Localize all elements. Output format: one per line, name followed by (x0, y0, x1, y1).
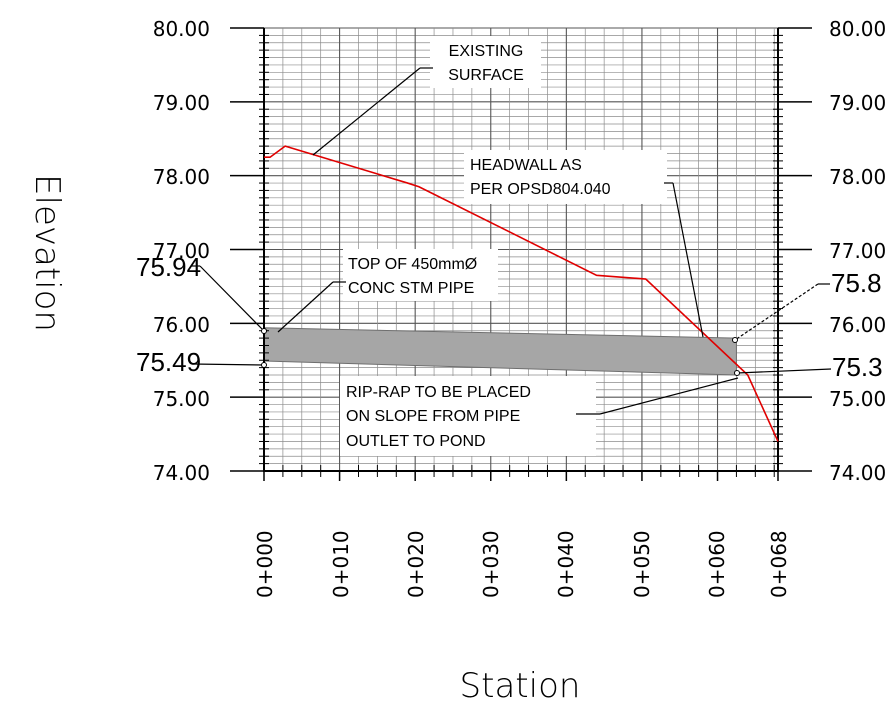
elev-tick-label: 75.00 (153, 387, 210, 411)
leader-line (736, 368, 832, 374)
elev-tick-label: 76.00 (153, 313, 210, 337)
elev-tick-label-right: 75.00 (829, 387, 886, 411)
station-tick-label: 0+010 (329, 530, 353, 598)
elev-tick-label-right: 74.00 (829, 461, 886, 485)
right-elevation-axis: 80.00 79.00 78.00 77.00 76.00 75.00 74.0… (829, 17, 886, 485)
pipe-bottom-elev-right: 75.3 (832, 352, 883, 382)
pipe-bottom-elev-left: 75.49 (136, 347, 201, 377)
leader-marker (261, 362, 267, 368)
elev-tick-label-right: 79.00 (829, 91, 886, 115)
callout-text: PER OPSD804.040 (470, 181, 611, 198)
rip-rap-callout: RIP-RAP TO BE PLACED ON SLOPE FROM PIPE … (340, 376, 739, 456)
pipe-top-elev-right: 75.8 (831, 268, 882, 298)
elev-tick-label-right: 80.00 (829, 17, 886, 41)
leader-line (734, 283, 819, 341)
leader-line (277, 281, 334, 333)
leader-marker (734, 370, 740, 376)
elev-tick-label: 80.00 (153, 17, 210, 41)
callout-text: HEADWALL AS (470, 157, 582, 174)
elev-tick-label: 78.00 (153, 165, 210, 189)
callout-text: TOP OF 450mmØ (348, 256, 477, 273)
callout-box (340, 376, 596, 456)
elev-tick-label: 74.00 (153, 461, 210, 485)
elev-tick-label-right: 76.00 (829, 313, 886, 337)
station-tick-label: 0+050 (630, 530, 654, 598)
callout-text: EXISTING (449, 43, 524, 60)
station-axis: 0+000 0+010 0+020 0+030 0+040 0+050 0+06… (253, 530, 791, 598)
callout-text: ON SLOPE FROM PIPE (346, 408, 520, 425)
elev-tick-label: 77.00 (153, 239, 210, 263)
station-tick-label: 0+020 (404, 530, 428, 598)
leader-line (191, 363, 265, 366)
station-tick-label: 0+060 (705, 530, 729, 598)
headwall-callout: HEADWALL AS PER OPSD804.040 (464, 150, 704, 338)
callout-box (430, 36, 541, 88)
leader-line (599, 377, 739, 415)
pipe-top-elev-left: 75.94 (136, 252, 201, 282)
leader-marker (261, 328, 267, 334)
elev-tick-label-right: 78.00 (829, 165, 886, 189)
station-tick-label: 0+000 (253, 530, 277, 598)
callout-text: OUTLET TO POND (346, 433, 486, 450)
elev-tick-label: 79.00 (153, 91, 210, 115)
y-axis-title: Elevation (27, 174, 67, 332)
leader-line (199, 265, 265, 332)
elev-tick-label-right: 77.00 (829, 239, 886, 263)
leader-marker (732, 337, 738, 343)
callout-text: SURFACE (448, 67, 524, 84)
station-tick-label: 0+040 (554, 530, 578, 598)
station-tick-label: 0+068 (767, 530, 791, 598)
x-axis-title: Station (460, 666, 581, 706)
axis-frame (230, 27, 812, 481)
leader-line (312, 67, 421, 156)
callout-text: CONC STM PIPE (348, 280, 474, 297)
existing-surface-callout: EXISTING SURFACE (312, 36, 541, 156)
top-of-pipe-callout: TOP OF 450mmØ CONC STM PIPE (277, 249, 498, 333)
callout-box (343, 249, 498, 301)
callout-text: RIP-RAP TO BE PLACED (346, 384, 531, 401)
left-elevation-axis: 80.00 79.00 78.00 77.00 76.00 75.00 74.0… (153, 17, 210, 485)
station-tick-label: 0+030 (479, 530, 503, 598)
callout-box (464, 150, 667, 204)
existing-surface-line (264, 145, 779, 442)
leader-line (672, 182, 704, 338)
